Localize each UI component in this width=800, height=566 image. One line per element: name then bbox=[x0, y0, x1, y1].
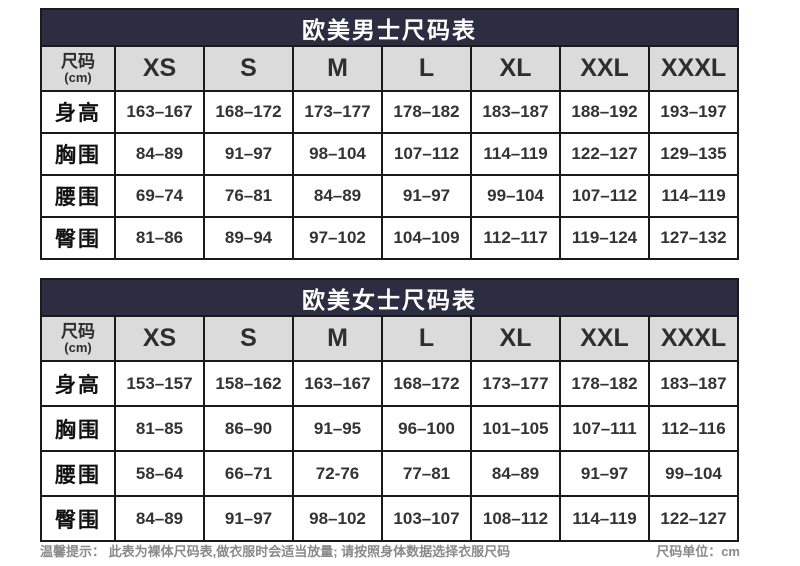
table-row-waist: 腰围 69–74 76–81 84–89 91–97 99–104 107–11… bbox=[40, 174, 739, 218]
size-cell: 103–107 bbox=[381, 495, 472, 542]
size-cell: 114–119 bbox=[648, 174, 739, 218]
size-cell: 107–111 bbox=[559, 405, 650, 452]
size-cell: 178–182 bbox=[381, 90, 472, 134]
womens-size-table: 欧美女士尺码表 尺码 (cm) XS S M L XL XXL XXXL 身高 … bbox=[40, 278, 739, 542]
size-cell: 99–104 bbox=[470, 174, 561, 218]
size-cell: 91–97 bbox=[559, 450, 650, 497]
size-cell: 108–112 bbox=[470, 495, 561, 542]
size-cell: 91–97 bbox=[381, 174, 472, 218]
size-cell: 98–102 bbox=[292, 495, 383, 542]
row-label-chest: 胸围 bbox=[40, 132, 116, 176]
size-cell: 173–177 bbox=[470, 360, 561, 407]
size-cell: 188–192 bbox=[559, 90, 650, 134]
size-cell: 193–197 bbox=[648, 90, 739, 134]
size-cell: 168–172 bbox=[203, 90, 294, 134]
size-cell: 183–187 bbox=[648, 360, 739, 407]
row-label-hip: 臀围 bbox=[40, 495, 116, 542]
col-header-xl: XL bbox=[470, 45, 561, 92]
size-cell: 72-76 bbox=[292, 450, 383, 497]
col-header-xl: XL bbox=[470, 315, 561, 362]
size-cell: 69–74 bbox=[114, 174, 205, 218]
size-cell: 104–109 bbox=[381, 216, 472, 260]
size-cell: 84–89 bbox=[470, 450, 561, 497]
size-cell: 84–89 bbox=[292, 174, 383, 218]
size-cell: 183–187 bbox=[470, 90, 561, 134]
size-cell: 122–127 bbox=[559, 132, 650, 176]
col-header-m: M bbox=[292, 45, 383, 92]
col-header-xxl: XXL bbox=[559, 315, 650, 362]
col-header-xxl: XXL bbox=[559, 45, 650, 92]
size-cell: 91–97 bbox=[203, 132, 294, 176]
size-cell: 81–85 bbox=[114, 405, 205, 452]
size-cell: 97–102 bbox=[292, 216, 383, 260]
size-cell: 127–132 bbox=[648, 216, 739, 260]
size-cell: 119–124 bbox=[559, 216, 650, 260]
row-label-height: 身高 bbox=[40, 360, 116, 407]
warm-tip-note: 温馨提示： 此表为裸体尺码表,做衣服时会适当放量; 请按照身体数据选择衣服尺码 bbox=[40, 544, 511, 559]
corner-unit-label: (cm) bbox=[64, 70, 92, 85]
table-row-hip: 臀围 84–89 91–97 98–102 103–107 108–112 11… bbox=[40, 495, 739, 542]
col-header-l: L bbox=[381, 315, 472, 362]
col-header-l: L bbox=[381, 45, 472, 92]
size-cell: 84–89 bbox=[114, 495, 205, 542]
table-row-waist: 腰围 58–64 66–71 72-76 77–81 84–89 91–97 9… bbox=[40, 450, 739, 497]
size-cell: 114–119 bbox=[470, 132, 561, 176]
footer: 温馨提示： 此表为裸体尺码表,做衣服时会适当放量; 请按照身体数据选择衣服尺码 … bbox=[40, 541, 740, 560]
size-cell: 84–89 bbox=[114, 132, 205, 176]
size-cell: 163–167 bbox=[292, 360, 383, 407]
size-cell: 129–135 bbox=[648, 132, 739, 176]
size-cell: 98–104 bbox=[292, 132, 383, 176]
size-cell: 96–100 bbox=[381, 405, 472, 452]
size-cell: 77–81 bbox=[381, 450, 472, 497]
table-row-chest: 胸围 81–85 86–90 91–95 96–100 101–105 107–… bbox=[40, 405, 739, 452]
col-header-xxxl: XXXL bbox=[648, 315, 739, 362]
corner-unit-label: (cm) bbox=[64, 340, 92, 355]
corner-label: 尺码 bbox=[61, 322, 95, 341]
size-cell: 158–162 bbox=[203, 360, 294, 407]
size-cell: 122–127 bbox=[648, 495, 739, 542]
col-header-xs: XS bbox=[114, 315, 205, 362]
size-cell: 58–64 bbox=[114, 450, 205, 497]
corner-label: 尺码 bbox=[61, 52, 95, 71]
col-header-xxxl: XXXL bbox=[648, 45, 739, 92]
table-row-height: 身高 153–157 158–162 163–167 168–172 173–1… bbox=[40, 360, 739, 407]
size-cell: 86–90 bbox=[203, 405, 294, 452]
size-unit-note: 尺码单位：cm bbox=[656, 544, 740, 559]
size-cell: 76–81 bbox=[203, 174, 294, 218]
col-header-s: S bbox=[203, 45, 294, 92]
size-cell: 107–112 bbox=[381, 132, 472, 176]
size-unit-corner-cell: 尺码 (cm) bbox=[40, 315, 116, 362]
size-cell: 112–116 bbox=[648, 405, 739, 452]
size-cell: 99–104 bbox=[648, 450, 739, 497]
size-cell: 101–105 bbox=[470, 405, 561, 452]
size-cell: 66–71 bbox=[203, 450, 294, 497]
row-label-waist: 腰围 bbox=[40, 450, 116, 497]
size-cell: 107–112 bbox=[559, 174, 650, 218]
col-header-s: S bbox=[203, 315, 294, 362]
size-cell: 91–97 bbox=[203, 495, 294, 542]
size-cell: 163–167 bbox=[114, 90, 205, 134]
mens-table-title: 欧美男士尺码表 bbox=[40, 8, 739, 47]
table-row-hip: 臀围 81–86 89–94 97–102 104–109 112–117 11… bbox=[40, 216, 739, 260]
size-cell: 89–94 bbox=[203, 216, 294, 260]
row-label-height: 身高 bbox=[40, 90, 116, 134]
table-row-chest: 胸围 84–89 91–97 98–104 107–112 114–119 12… bbox=[40, 132, 739, 176]
row-label-hip: 臀围 bbox=[40, 216, 116, 260]
size-cell: 114–119 bbox=[559, 495, 650, 542]
mens-size-table: 欧美男士尺码表 尺码 (cm) XS S M L XL XXL XXXL 身高 … bbox=[40, 8, 739, 260]
size-cell: 168–172 bbox=[381, 360, 472, 407]
womens-table-title: 欧美女士尺码表 bbox=[40, 278, 739, 317]
size-cell: 178–182 bbox=[559, 360, 650, 407]
row-label-chest: 胸围 bbox=[40, 405, 116, 452]
size-cell: 81–86 bbox=[114, 216, 205, 260]
row-label-waist: 腰围 bbox=[40, 174, 116, 218]
table-row-height: 身高 163–167 168–172 173–177 178–182 183–1… bbox=[40, 90, 739, 134]
size-cell: 173–177 bbox=[292, 90, 383, 134]
col-header-m: M bbox=[292, 315, 383, 362]
col-header-xs: XS bbox=[114, 45, 205, 92]
size-cell: 112–117 bbox=[470, 216, 561, 260]
size-unit-corner-cell: 尺码 (cm) bbox=[40, 45, 116, 92]
size-cell: 153–157 bbox=[114, 360, 205, 407]
size-cell: 91–95 bbox=[292, 405, 383, 452]
